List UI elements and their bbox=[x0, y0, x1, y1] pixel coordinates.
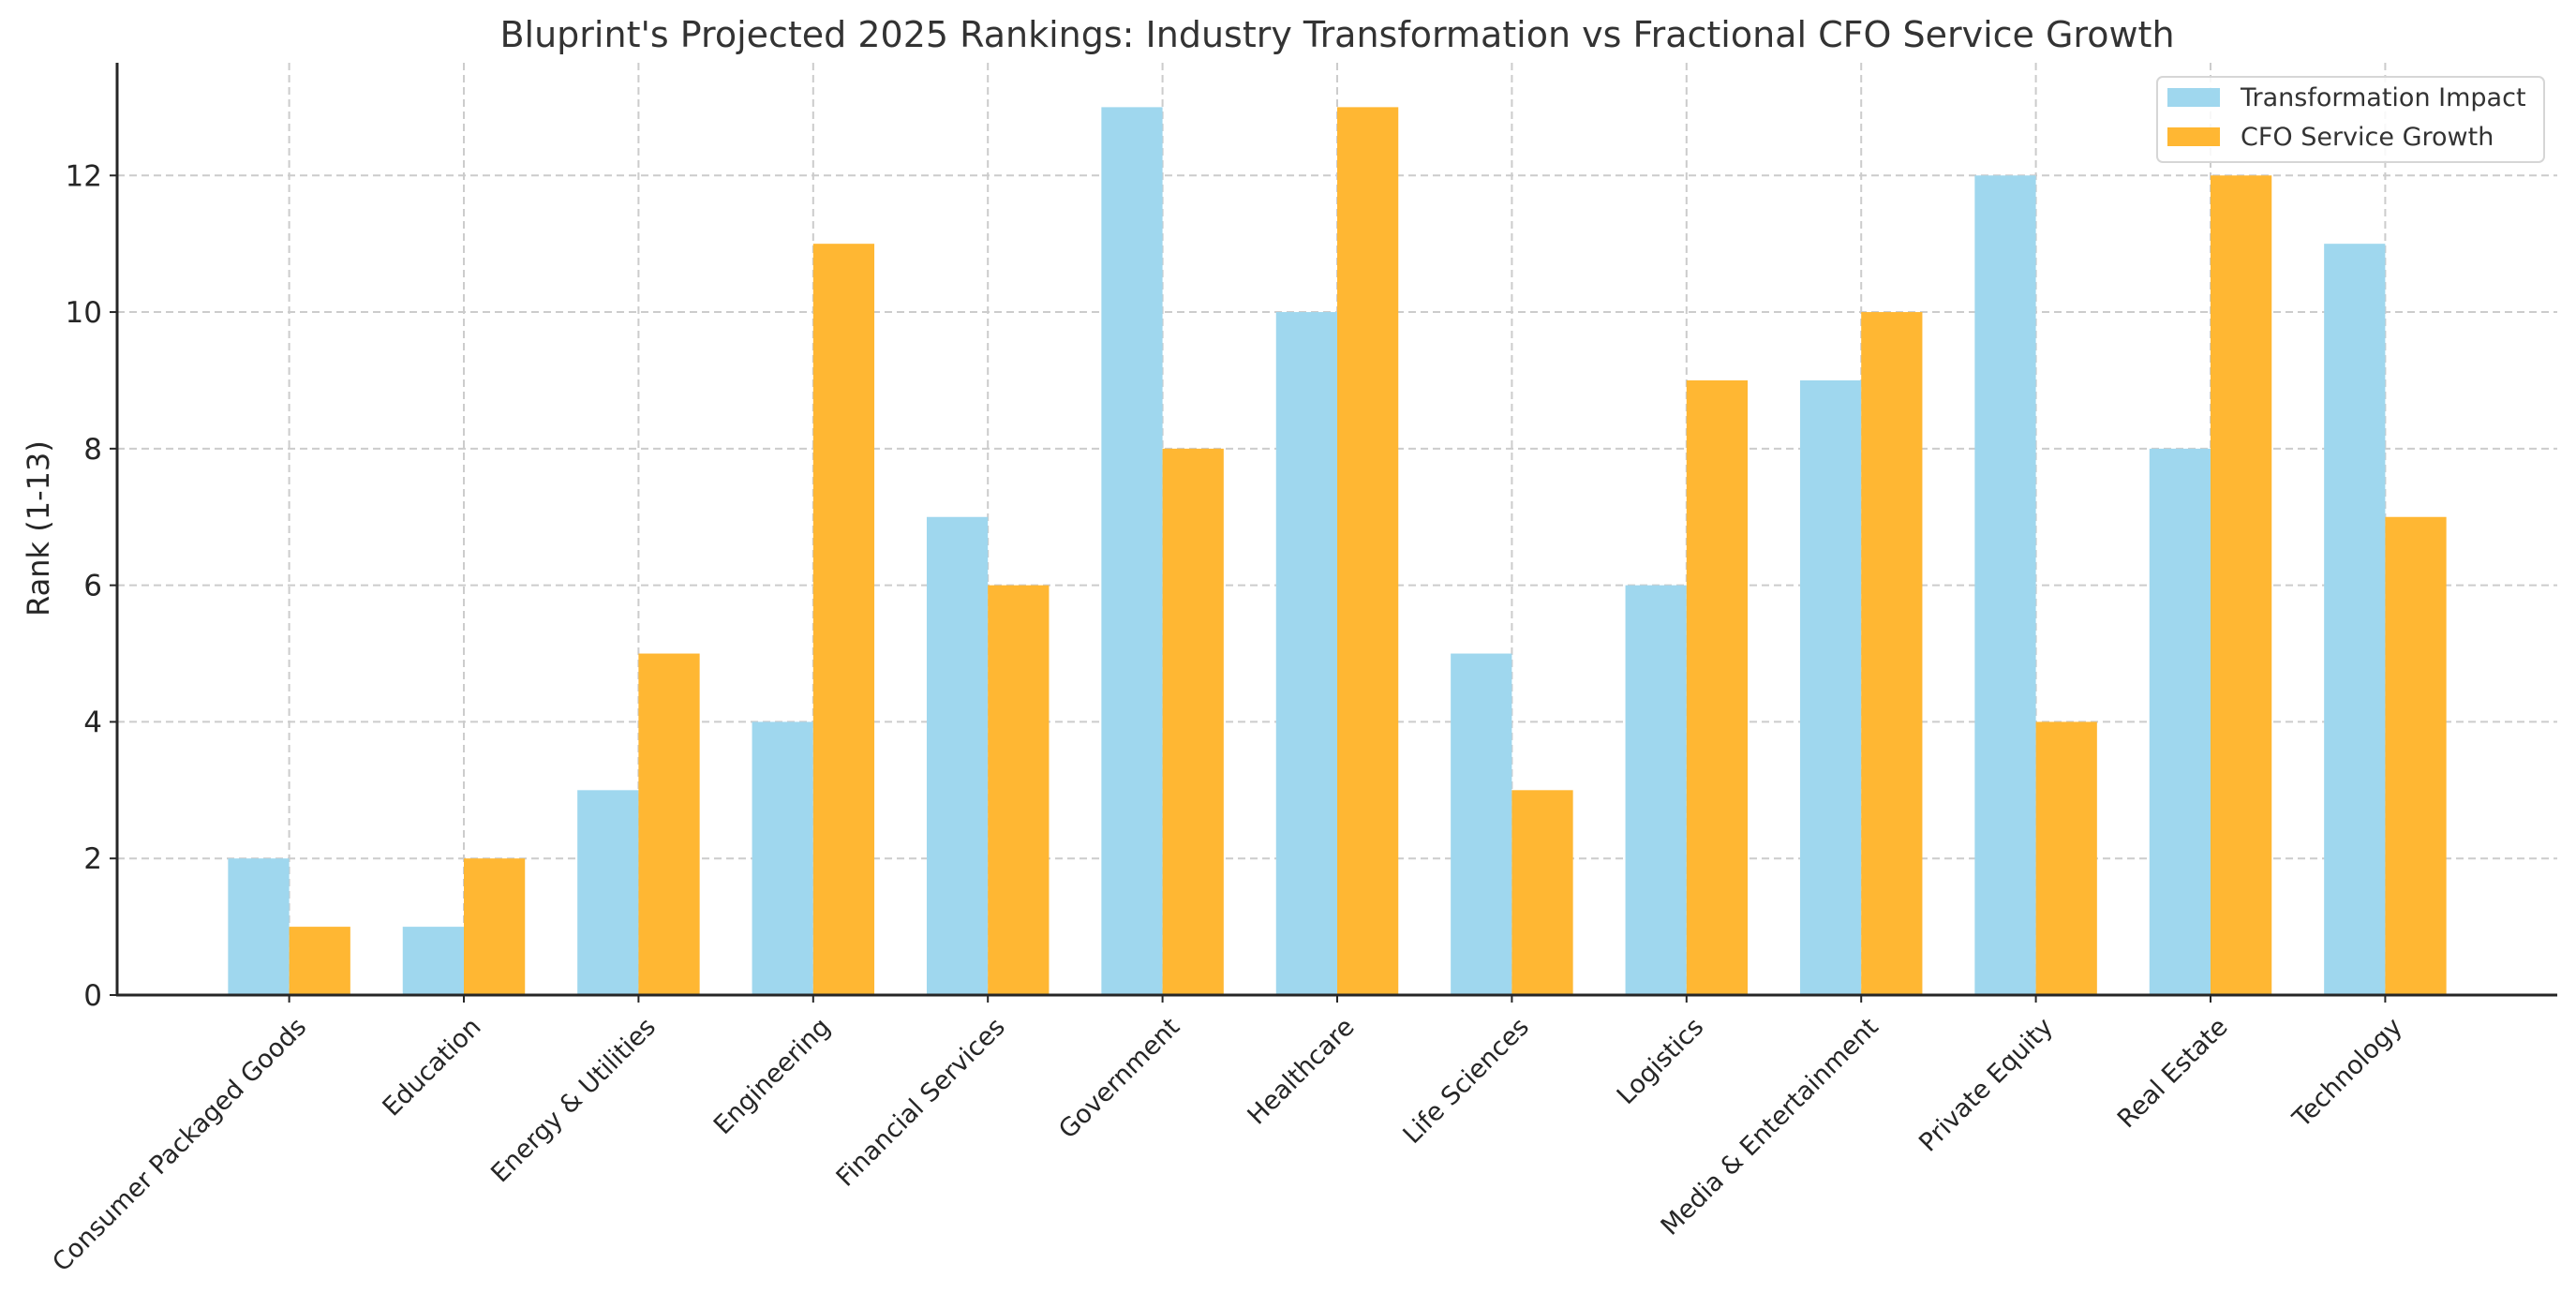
x-tick-label: Government bbox=[1053, 1013, 1185, 1145]
y-tick-label: 12 bbox=[66, 159, 102, 193]
x-tick-label: Energy & Utilities bbox=[485, 1013, 662, 1189]
legend: Transformation Impact CFO Service Growth bbox=[2156, 76, 2545, 163]
bar-transformation-0 bbox=[228, 858, 290, 995]
bar-cfo-5 bbox=[1162, 448, 1224, 995]
bar-cfo-1 bbox=[464, 858, 526, 995]
bar-transformation-7 bbox=[1451, 653, 1512, 995]
bar-cfo-11 bbox=[2210, 175, 2272, 995]
x-tick-label: Education bbox=[378, 1013, 487, 1122]
bars bbox=[228, 107, 2447, 996]
y-tick-label: 6 bbox=[83, 570, 102, 603]
x-tick-label: Technology bbox=[2286, 1013, 2408, 1135]
x-tick-label: Financial Services bbox=[831, 1013, 1011, 1193]
y-tick-label: 0 bbox=[83, 979, 102, 1013]
x-tick-label: Engineering bbox=[708, 1013, 836, 1140]
legend-swatch-cfo bbox=[2167, 127, 2220, 146]
x-tick-label: Real Estate bbox=[2112, 1013, 2234, 1135]
bar-transformation-3 bbox=[752, 721, 813, 995]
legend-label-cfo: CFO Service Growth bbox=[2241, 123, 2494, 152]
bar-cfo-12 bbox=[2385, 516, 2447, 995]
bar-cfo-0 bbox=[289, 927, 350, 995]
bar-cfo-9 bbox=[1861, 312, 1923, 995]
x-tick-label: Life Sciences bbox=[1398, 1013, 1535, 1150]
x-tick-label: Private Equity bbox=[1913, 1013, 2059, 1158]
bar-transformation-12 bbox=[2324, 244, 2386, 996]
legend-label-transformation: Transformation Impact bbox=[2240, 83, 2526, 112]
x-tick-label: Healthcare bbox=[1243, 1013, 1361, 1131]
x-tick-label: Consumer Packaged Goods bbox=[47, 1013, 312, 1278]
y-tick-label: 4 bbox=[83, 706, 102, 739]
chart-title: Bluprint's Projected 2025 Rankings: Indu… bbox=[499, 14, 2174, 55]
bar-cfo-4 bbox=[988, 585, 1050, 995]
bar-transformation-5 bbox=[1101, 107, 1163, 995]
y-tick-label: 10 bbox=[66, 296, 102, 330]
x-tick-label: Logistics bbox=[1612, 1013, 1710, 1111]
bar-transformation-1 bbox=[402, 927, 465, 995]
bar-cfo-10 bbox=[2035, 721, 2097, 995]
bar-transformation-2 bbox=[577, 790, 639, 995]
bar-cfo-8 bbox=[1686, 379, 1749, 995]
bar-cfo-7 bbox=[1511, 790, 1573, 995]
bar-cfo-2 bbox=[638, 653, 700, 995]
bar-transformation-11 bbox=[2149, 448, 2211, 995]
y-tick-label: 2 bbox=[83, 842, 102, 876]
bar-cfo-6 bbox=[1337, 107, 1399, 995]
y-axis-title: Rank (1-13) bbox=[21, 440, 56, 617]
bar-cfo-3 bbox=[812, 244, 875, 996]
legend-frame bbox=[2156, 76, 2545, 163]
bar-transformation-10 bbox=[1974, 175, 2036, 995]
bar-transformation-9 bbox=[1799, 379, 1862, 995]
bar-transformation-4 bbox=[926, 516, 989, 995]
bar-transformation-6 bbox=[1275, 312, 1337, 995]
bar-transformation-8 bbox=[1625, 585, 1687, 995]
legend-swatch-transformation bbox=[2167, 88, 2220, 107]
y-tick-label: 8 bbox=[83, 433, 102, 467]
